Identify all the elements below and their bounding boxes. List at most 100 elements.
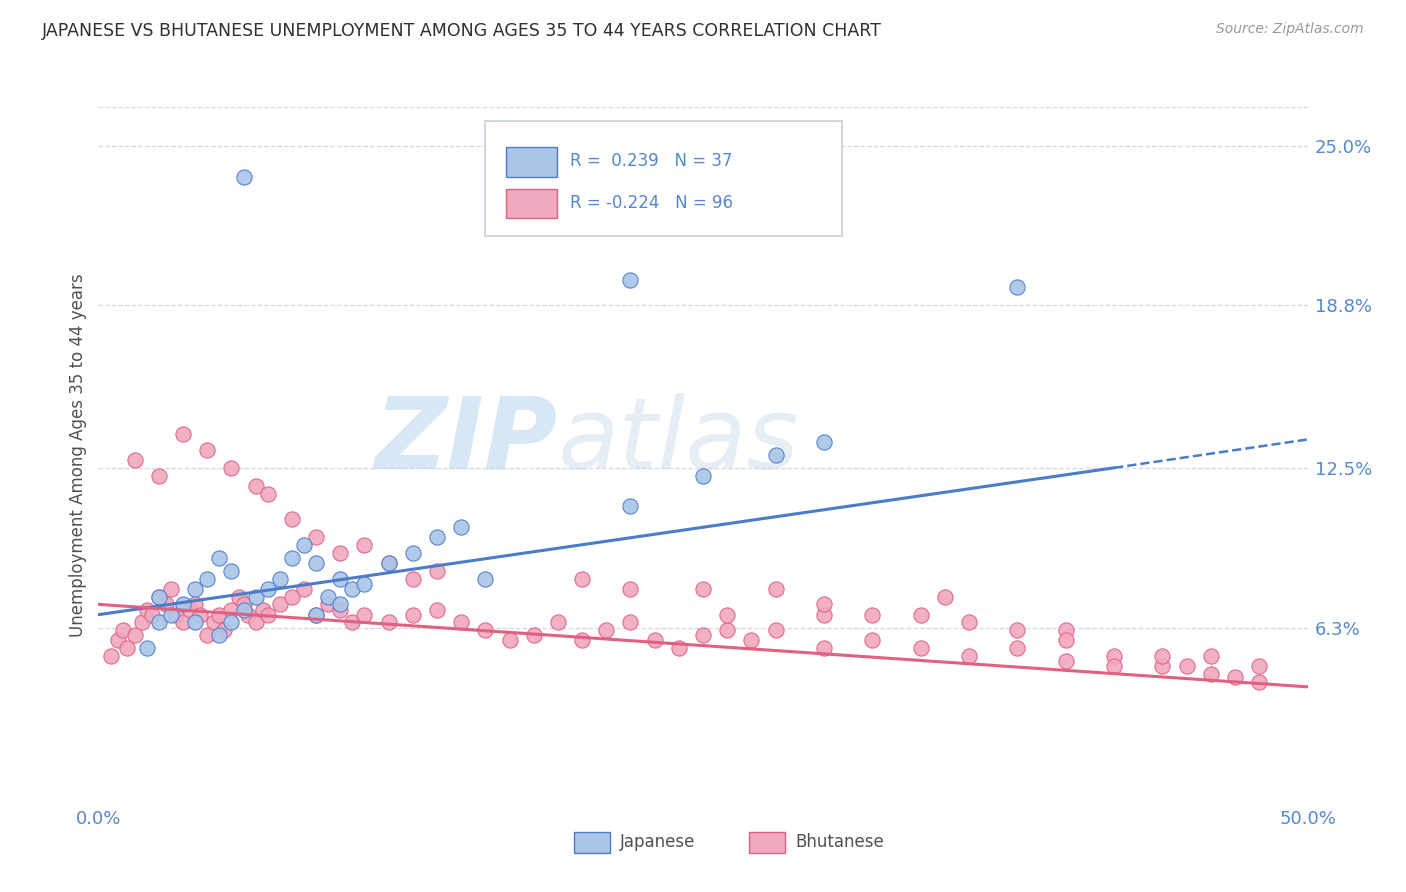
Point: [910, 641, 932, 656]
Point: [281, 551, 304, 566]
Point: [232, 169, 254, 184]
Point: [292, 582, 315, 596]
Point: [474, 623, 496, 637]
Point: [245, 479, 267, 493]
Point: [957, 615, 980, 630]
Point: [195, 442, 218, 457]
Point: [1223, 669, 1246, 683]
Point: [1175, 659, 1198, 673]
Point: [1102, 659, 1125, 673]
Point: [100, 648, 122, 663]
Point: [1007, 280, 1029, 294]
Point: [245, 590, 267, 604]
Point: [316, 590, 339, 604]
Point: [232, 602, 254, 616]
Point: [124, 453, 146, 467]
Point: [135, 641, 157, 656]
Point: [1249, 674, 1271, 689]
Point: [135, 602, 157, 616]
Text: Source: ZipAtlas.com: Source: ZipAtlas.com: [1216, 22, 1364, 37]
Point: [184, 582, 207, 596]
Point: [523, 628, 546, 642]
Point: [256, 582, 278, 596]
Point: [117, 641, 139, 656]
Point: [269, 572, 291, 586]
Text: ZIP: ZIP: [375, 392, 558, 490]
Point: [402, 546, 425, 560]
Point: [160, 607, 183, 622]
FancyBboxPatch shape: [506, 189, 557, 219]
Point: [716, 607, 738, 622]
Point: [353, 607, 375, 622]
Point: [1054, 654, 1077, 668]
Point: [148, 468, 170, 483]
Point: [450, 520, 472, 534]
Point: [160, 582, 183, 596]
FancyBboxPatch shape: [574, 832, 610, 853]
Point: [316, 598, 339, 612]
Point: [353, 576, 375, 591]
Point: [238, 607, 260, 622]
FancyBboxPatch shape: [506, 147, 557, 177]
Point: [426, 564, 449, 578]
Point: [141, 607, 163, 622]
Point: [813, 435, 835, 450]
Point: [172, 615, 194, 630]
Point: [740, 633, 762, 648]
Point: [813, 607, 835, 622]
Text: R =  0.239   N = 37: R = 0.239 N = 37: [569, 153, 733, 170]
Point: [692, 468, 714, 483]
Point: [111, 623, 134, 637]
Point: [1152, 659, 1174, 673]
Point: [208, 551, 231, 566]
Point: [305, 607, 328, 622]
Point: [148, 615, 170, 630]
Point: [1152, 648, 1174, 663]
Point: [179, 602, 201, 616]
Point: [172, 598, 194, 612]
Point: [188, 607, 211, 622]
Point: [619, 500, 641, 514]
Point: [813, 641, 835, 656]
Point: [269, 598, 291, 612]
Point: [305, 556, 328, 570]
Point: [305, 530, 328, 544]
Point: [498, 633, 520, 648]
Text: JAPANESE VS BHUTANESE UNEMPLOYMENT AMONG AGES 35 TO 44 YEARS CORRELATION CHART: JAPANESE VS BHUTANESE UNEMPLOYMENT AMONG…: [42, 22, 882, 40]
Point: [934, 590, 956, 604]
Point: [184, 598, 207, 612]
Point: [342, 582, 364, 596]
Point: [131, 615, 153, 630]
Point: [208, 628, 231, 642]
Point: [1054, 623, 1077, 637]
Point: [547, 615, 569, 630]
Point: [692, 582, 714, 596]
Text: Japanese: Japanese: [620, 833, 695, 852]
Point: [281, 590, 304, 604]
Point: [692, 628, 714, 642]
Point: [232, 598, 254, 612]
Point: [765, 582, 787, 596]
Point: [1199, 667, 1222, 681]
Point: [716, 623, 738, 637]
Point: [474, 572, 496, 586]
Point: [813, 598, 835, 612]
Point: [619, 273, 641, 287]
Point: [644, 633, 666, 648]
Point: [450, 615, 472, 630]
Point: [765, 623, 787, 637]
Point: [860, 607, 883, 622]
Point: [228, 590, 250, 604]
Point: [910, 607, 932, 622]
Point: [668, 641, 690, 656]
Point: [281, 512, 304, 526]
Point: [342, 615, 364, 630]
Point: [1007, 623, 1029, 637]
Point: [107, 633, 129, 648]
FancyBboxPatch shape: [749, 832, 785, 853]
Point: [184, 615, 207, 630]
Point: [957, 648, 980, 663]
Point: [252, 602, 274, 616]
Point: [195, 572, 218, 586]
Point: [256, 607, 278, 622]
